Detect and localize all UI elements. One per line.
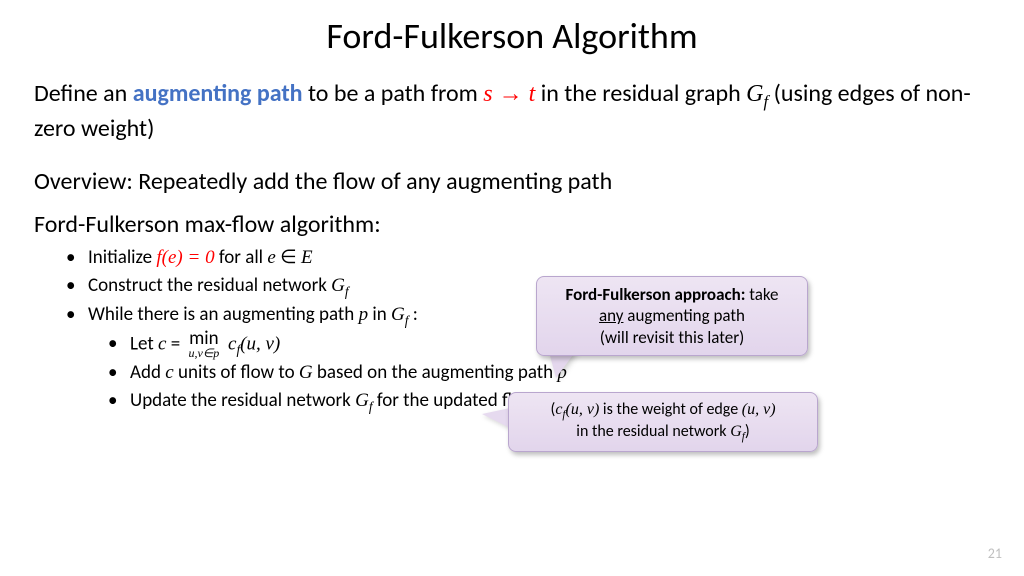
var-e: e: [267, 247, 275, 268]
args-uv: (u, v): [240, 333, 280, 354]
in-symbol: ∈: [276, 246, 301, 269]
args-uv: (u, v): [742, 401, 776, 418]
callout-tail-icon: [482, 408, 510, 428]
list-item: Initialize f(e) = 0 for all e ∈ E: [88, 244, 990, 272]
var-G: G: [391, 304, 405, 325]
min-subscript: u,v∈p: [189, 348, 220, 359]
overview-paragraph: Overview: Repeatedly add the flow of any…: [34, 166, 990, 197]
var-E: E: [301, 247, 313, 268]
text: in the residual graph: [535, 79, 746, 108]
algorithm-list: Initialize f(e) = 0 for all e ∈ E Constr…: [34, 244, 990, 416]
text: Add: [130, 361, 165, 384]
slide-content: Define an augmenting path to be a path f…: [0, 58, 1024, 416]
args-uv: (u, v): [566, 401, 600, 418]
var-G: G: [746, 81, 763, 107]
eq: =: [166, 332, 184, 355]
var-G: G: [730, 423, 742, 440]
sub-f: f: [345, 284, 349, 299]
var-G: G: [299, 362, 313, 383]
text: in: [368, 303, 391, 326]
expr-eq0: = 0: [183, 247, 215, 268]
page-number: 21: [988, 545, 1002, 562]
var-cf: c: [223, 333, 236, 354]
text: Update the residual network: [130, 389, 355, 412]
text: units of flow to: [174, 361, 299, 384]
callout-approach: Ford-Fulkerson approach: take any augmen…: [536, 276, 808, 356]
var-s: s: [483, 81, 492, 107]
text: augmenting path: [623, 305, 745, 326]
text: in the residual network: [576, 422, 730, 441]
text: While there is an augmenting path: [88, 303, 359, 326]
callout-any: any: [599, 305, 623, 326]
text: Initialize: [88, 246, 156, 269]
var-c: c: [165, 362, 173, 383]
var-p: p: [359, 304, 369, 325]
text: :: [408, 303, 417, 326]
text: (will revisit this later): [600, 327, 745, 348]
augmenting-path-term: augmenting path: [133, 79, 303, 108]
slide-title: Ford-Fulkerson Algorithm: [0, 0, 1024, 58]
text: for all: [215, 246, 268, 269]
min-operator: minu,v∈p: [189, 330, 220, 359]
text: to be a path from: [303, 79, 484, 108]
var-G: G: [355, 390, 369, 411]
algorithm-heading: Ford-Fulkerson max-flow algorithm:: [34, 209, 990, 240]
text: ): [745, 422, 750, 441]
callout-bold: Ford-Fulkerson approach:: [565, 284, 745, 305]
text: Construct the residual network: [88, 274, 331, 297]
text: is the weight of edge: [599, 400, 741, 419]
text: take: [745, 284, 778, 305]
var-G: G: [331, 275, 345, 296]
definition-paragraph: Define an augmenting path to be a path f…: [34, 78, 990, 144]
callout-cf-definition: (cf(u, v) is the weight of edge (u, v) i…: [508, 392, 818, 452]
expr-fe: f(e): [156, 247, 182, 268]
text: based on the augmenting path: [313, 361, 558, 384]
text: Define an: [34, 79, 133, 108]
text: Let: [130, 332, 158, 355]
arrow: →: [493, 81, 529, 107]
